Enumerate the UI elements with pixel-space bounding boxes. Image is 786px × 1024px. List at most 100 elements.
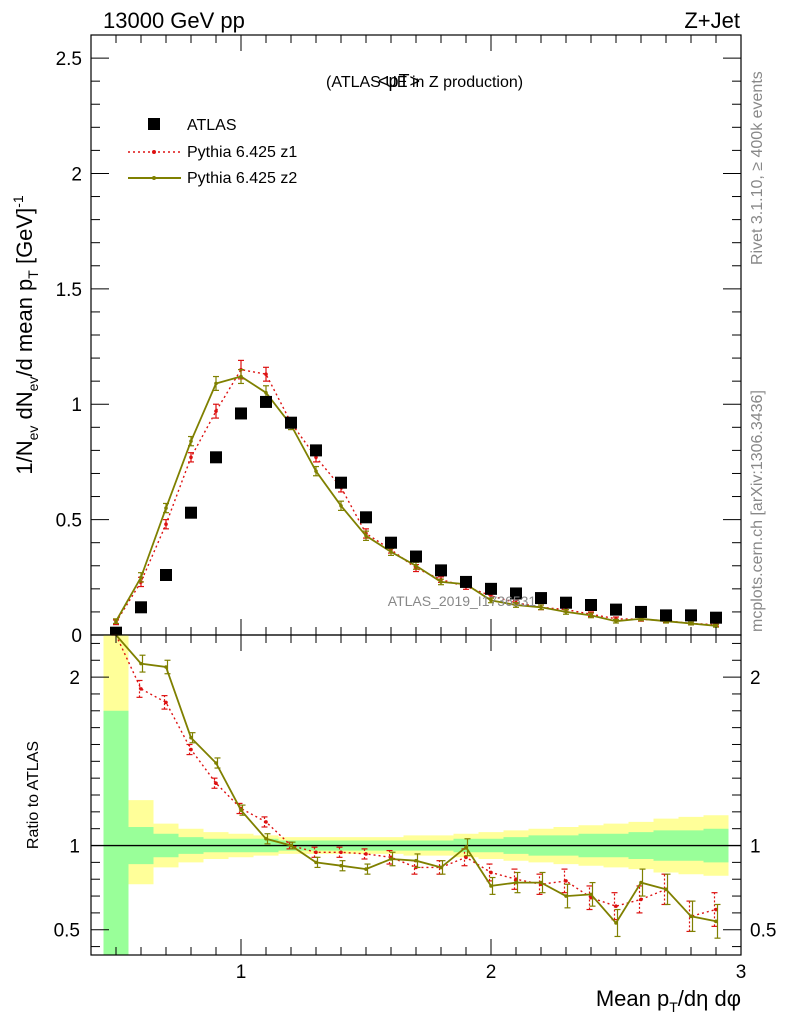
ratio-y-axis-title: Ratio to ATLAS xyxy=(25,741,42,849)
main-z2-point xyxy=(614,619,618,623)
main-z2-point xyxy=(114,619,118,623)
main-z2-point xyxy=(639,617,643,621)
ratio-plot-area xyxy=(91,634,741,955)
main-z2-line xyxy=(115,375,717,627)
ratio-z1-point xyxy=(364,852,368,856)
legend: ATLAS Pythia 6.425 z1 Pythia 6.425 z2 xyxy=(128,117,297,187)
legend-atlas-label: ATLAS xyxy=(187,117,237,134)
main-atlas-point xyxy=(185,506,197,519)
ratio-z2-point xyxy=(539,880,543,885)
ratio-z2-point xyxy=(364,867,368,871)
svg-text:Mean pT/dη dφ: Mean pT/dη dφ xyxy=(596,986,741,1015)
energy-label: 13000 GeV pp xyxy=(103,8,245,33)
analysis-watermark: ATLAS_2019_I1736531 xyxy=(388,593,537,609)
main-panel: ATLAS_2019_I1736531 <pT> (ATLAS UE in Z … xyxy=(56,34,742,647)
legend-z2-label: Pythia 6.425 z2 xyxy=(187,170,297,187)
main-atlas-point xyxy=(235,407,247,420)
main-atlas-point xyxy=(560,596,572,609)
ratio-z2-point xyxy=(164,665,168,669)
ratio-z1-point xyxy=(214,781,218,786)
main-y-axis-title: 1/Nev dNev/d mean pT [GeV]-1 xyxy=(10,195,41,475)
ratio-z1-point xyxy=(164,700,168,705)
ratio-z1-point xyxy=(314,850,318,855)
main-z2-point xyxy=(389,550,393,554)
ratio-z2-point xyxy=(239,808,243,812)
ratio-z1-point xyxy=(464,855,468,860)
main-y-tick-label: 0 xyxy=(71,626,82,647)
main-z2-point xyxy=(689,621,693,626)
main-z2-point xyxy=(164,506,168,510)
ratio-z2-point xyxy=(689,914,693,919)
main-atlas-point xyxy=(260,395,272,408)
main-z1-point xyxy=(314,455,318,460)
ratio-z2-point xyxy=(564,894,568,898)
ratio-z2-point xyxy=(189,735,193,740)
ratio-y-tick-label: 1 xyxy=(69,837,80,858)
main-atlas-point xyxy=(610,603,622,616)
main-atlas-point xyxy=(385,536,397,549)
ratio-z1-point xyxy=(614,904,618,908)
main-z2-point xyxy=(189,439,193,443)
ratio-axes: 1 2 30.5 0.51 12 2 xyxy=(54,635,776,983)
ratio-z2-point xyxy=(589,892,593,897)
main-z2-point xyxy=(539,605,543,610)
ratio-z2-point xyxy=(514,880,518,885)
ratio-z1-point xyxy=(139,687,143,691)
ratio-z2-point xyxy=(314,860,318,865)
ratio-z2-point xyxy=(414,858,418,863)
main-z2-point xyxy=(264,390,268,395)
legend-z2-marker xyxy=(152,176,156,180)
ratio-panel: 1 2 30.5 0.51 12 2 xyxy=(54,634,776,983)
main-atlas-point xyxy=(660,609,672,622)
ratio-z2-point xyxy=(214,761,218,765)
ratio-z1-point xyxy=(489,870,493,875)
main-plot-area xyxy=(110,359,722,639)
ratio-z2-point xyxy=(439,865,443,870)
ratio-z1-point xyxy=(264,820,268,824)
main-y-tick-label: 1.5 xyxy=(56,280,82,301)
main-z2-point xyxy=(439,580,443,584)
main-atlas-point xyxy=(710,611,722,624)
main-z1-point xyxy=(214,409,218,413)
main-atlas-point xyxy=(135,601,147,614)
main-atlas-point xyxy=(310,444,322,457)
ratio-y-tick-label: 2 xyxy=(69,668,80,689)
main-atlas-point xyxy=(160,569,172,581)
main-atlas-point xyxy=(335,476,347,489)
main-z2-point xyxy=(214,381,218,386)
ratio-z1-point xyxy=(189,747,193,752)
legend-atlas-marker xyxy=(148,118,160,130)
ratio-z2-point xyxy=(264,836,268,841)
main-atlas-point xyxy=(360,511,372,524)
x-tick-label: 2 xyxy=(486,962,497,983)
ratio-z2-point xyxy=(389,857,393,861)
main-z2-point xyxy=(339,503,343,508)
ratio-y-tick-label-right: 2 xyxy=(750,668,761,689)
main-atlas-point xyxy=(210,451,222,464)
main-z1-point xyxy=(489,593,493,598)
main-z2-point xyxy=(714,623,718,628)
ratio-z1-point xyxy=(339,850,343,855)
x-axis-title: Mean pT/dη dφ xyxy=(596,986,741,1015)
main-y-tick-label: 2.5 xyxy=(56,49,82,70)
ratio-z2-point xyxy=(664,887,668,892)
main-atlas-point xyxy=(285,416,297,429)
main-y-tick-label: 1 xyxy=(71,395,82,416)
legend-z1-label: Pythia 6.425 z1 xyxy=(187,144,297,161)
ratio-z2-point xyxy=(139,661,143,666)
main-z2-point xyxy=(589,613,593,618)
ratio-y-tick-label: 0.5 xyxy=(54,921,80,942)
ratio-frame xyxy=(90,634,742,956)
main-atlas-point xyxy=(535,592,547,605)
main-z2-point xyxy=(489,598,493,603)
ratio-z2-point xyxy=(614,921,618,925)
main-axes: 0 0.5 1 1.5 2 2.5 xyxy=(56,34,742,647)
legend-z1-marker xyxy=(152,150,156,154)
main-title: <pT> xyxy=(378,71,420,91)
ratio-z2-point xyxy=(639,880,643,885)
x-tick-label: 3 xyxy=(736,962,747,983)
ratio-y-tick-label-right: 1 xyxy=(750,837,761,858)
main-z2-point xyxy=(139,575,143,580)
main-atlas-point xyxy=(635,605,647,618)
